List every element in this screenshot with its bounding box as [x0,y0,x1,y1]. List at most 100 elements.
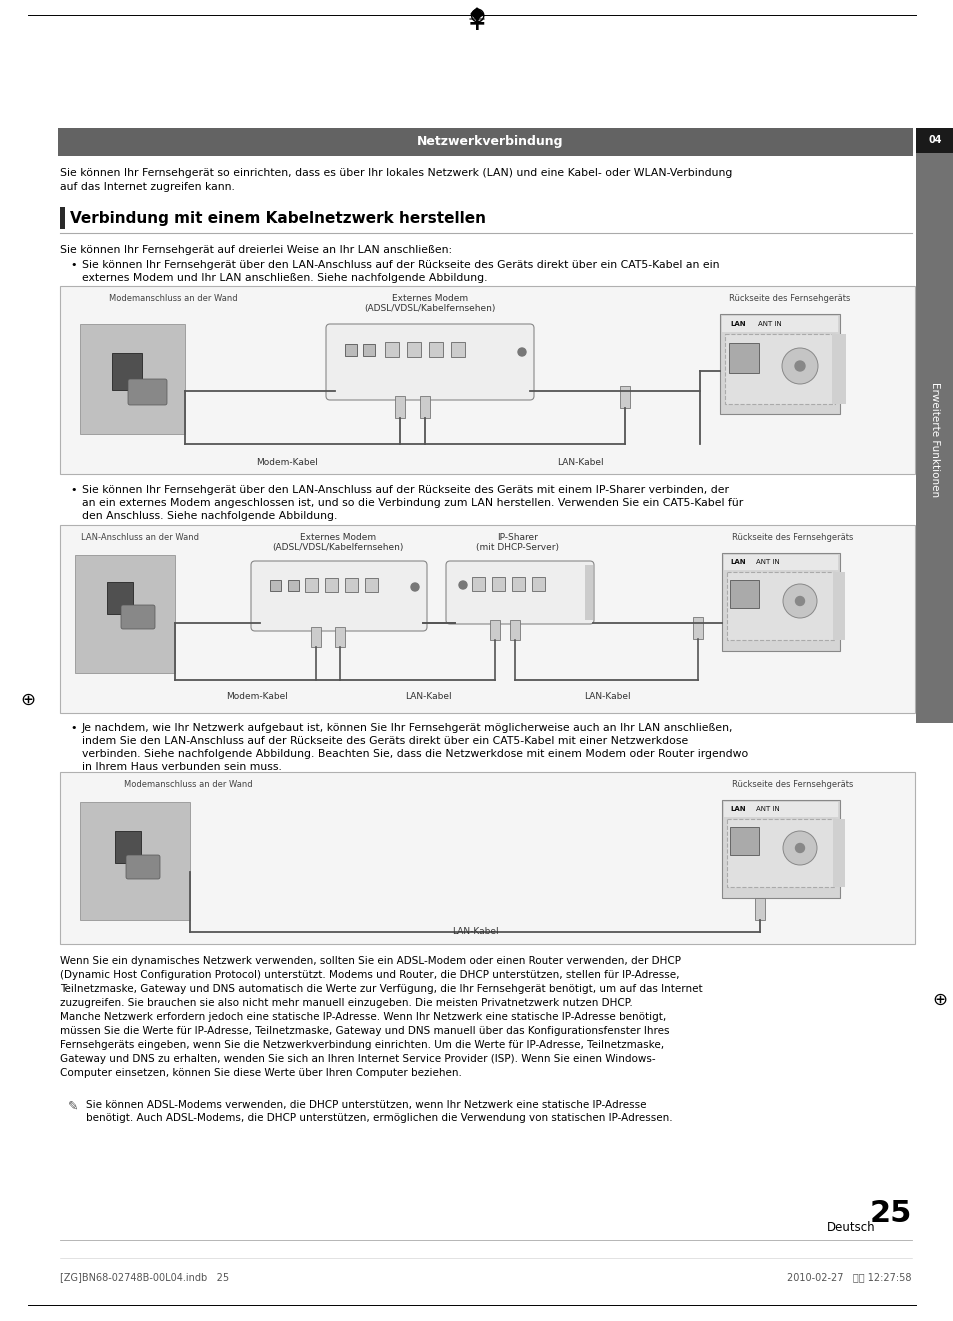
FancyBboxPatch shape [60,287,914,474]
FancyBboxPatch shape [107,583,132,614]
Text: Sie können Ihr Fernsehgerät so einrichten, dass es über Ihr lokales Netzwerk (LA: Sie können Ihr Fernsehgerät so einrichte… [60,168,732,192]
FancyBboxPatch shape [692,617,702,639]
Polygon shape [471,8,482,20]
Text: Sie können Ihr Fernsehgerät auf dreierlei Weise an Ihr LAN anschließen:: Sie können Ihr Fernsehgerät auf dreierle… [60,244,452,255]
Text: ANT IN: ANT IN [755,559,779,565]
Text: LAN-Kabel: LAN-Kabel [451,927,497,937]
Polygon shape [75,555,174,672]
Text: Wenn Sie ein dynamisches Netzwerk verwenden, sollten Sie ein ADSL-Modem oder ein: Wenn Sie ein dynamisches Netzwerk verwen… [60,956,702,1078]
FancyBboxPatch shape [512,577,524,590]
Text: ANT IN: ANT IN [758,321,781,328]
Text: Verbindung mit einem Kabelnetzwerk herstellen: Verbindung mit einem Kabelnetzwerk herst… [70,210,485,226]
Circle shape [795,844,803,852]
FancyBboxPatch shape [720,314,840,413]
Circle shape [794,361,804,371]
FancyBboxPatch shape [619,386,629,408]
FancyBboxPatch shape [325,579,337,592]
FancyBboxPatch shape [492,577,504,590]
FancyBboxPatch shape [721,553,840,651]
FancyBboxPatch shape [326,324,534,400]
Text: Sie können ADSL-Modems verwenden, die DHCP unterstützen, wenn Ihr Netzwerk eine : Sie können ADSL-Modems verwenden, die DH… [86,1100,646,1110]
Text: Modemanschluss an der Wand: Modemanschluss an der Wand [124,779,252,789]
FancyBboxPatch shape [128,379,167,406]
FancyBboxPatch shape [363,343,375,355]
Text: ⊕: ⊕ [468,5,485,25]
Circle shape [782,584,816,618]
FancyBboxPatch shape [419,396,430,417]
Text: ✎: ✎ [68,1100,78,1114]
FancyBboxPatch shape [335,627,345,647]
FancyBboxPatch shape [723,555,837,569]
FancyBboxPatch shape [429,342,442,357]
Text: externes Modem und Ihr LAN anschließen. Siehe nachfolgende Abbildung.: externes Modem und Ihr LAN anschließen. … [82,273,487,283]
FancyBboxPatch shape [345,579,357,592]
Text: verbinden. Siehe nachfolgende Abbildung. Beachten Sie, dass die Netzwerkdose mit: verbinden. Siehe nachfolgende Abbildung.… [82,749,747,760]
FancyBboxPatch shape [345,343,356,355]
Text: Externes Modem: Externes Modem [392,295,468,303]
Text: Modemanschluss an der Wand: Modemanschluss an der Wand [109,295,237,303]
Text: in Ihrem Haus verbunden sein muss.: in Ihrem Haus verbunden sein muss. [82,762,281,771]
FancyBboxPatch shape [126,855,160,878]
FancyBboxPatch shape [832,572,844,639]
Text: •: • [70,485,76,495]
Text: (ADSL/VDSL/Kabelfernsehen): (ADSL/VDSL/Kabelfernsehen) [364,304,496,313]
FancyBboxPatch shape [915,128,953,153]
FancyBboxPatch shape [728,343,759,373]
Text: 04: 04 [927,135,941,145]
FancyBboxPatch shape [251,561,427,631]
Text: Sie können Ihr Fernsehgerät über den LAN-Anschluss auf der Rückseite des Geräts : Sie können Ihr Fernsehgerät über den LAN… [82,260,719,269]
Polygon shape [80,802,190,919]
FancyBboxPatch shape [60,207,65,229]
FancyBboxPatch shape [723,802,837,816]
Text: Je nachdem, wie Ihr Netzwerk aufgebaut ist, können Sie Ihr Fernsehgerät mögliche: Je nachdem, wie Ihr Netzwerk aufgebaut i… [82,723,733,733]
FancyBboxPatch shape [451,342,464,357]
Text: Erweiterte Funktionen: Erweiterte Funktionen [929,383,939,498]
FancyBboxPatch shape [305,579,317,592]
Text: Rückseite des Fernsehgeräts: Rückseite des Fernsehgeräts [728,295,850,303]
Text: LAN-Kabel: LAN-Kabel [583,692,630,701]
Text: Modem-Kabel: Modem-Kabel [226,692,288,701]
FancyBboxPatch shape [58,128,912,156]
FancyBboxPatch shape [60,524,914,713]
Text: Sie können Ihr Fernsehgerät über den LAN-Anschluss auf der Rückseite des Geräts : Sie können Ihr Fernsehgerät über den LAN… [82,485,728,495]
FancyBboxPatch shape [729,580,759,608]
FancyBboxPatch shape [726,572,834,639]
FancyBboxPatch shape [724,334,834,404]
FancyBboxPatch shape [726,819,834,886]
Text: 25: 25 [869,1199,911,1229]
FancyBboxPatch shape [121,605,154,629]
FancyBboxPatch shape [311,627,320,647]
Text: ⊕: ⊕ [20,691,35,709]
Text: indem Sie den LAN-Anschluss auf der Rückseite des Geräts direkt über ein CAT5-Ka: indem Sie den LAN-Anschluss auf der Rück… [82,736,687,746]
Text: Externes Modem: Externes Modem [299,532,375,542]
Circle shape [781,347,817,384]
Text: Rückseite des Fernsehgeräts: Rückseite des Fernsehgeräts [732,779,853,789]
FancyBboxPatch shape [532,577,544,590]
FancyBboxPatch shape [721,316,837,332]
Circle shape [517,347,525,355]
FancyBboxPatch shape [365,579,377,592]
Text: (mit DHCP-Server): (mit DHCP-Server) [476,543,558,552]
FancyBboxPatch shape [270,580,281,590]
Text: LAN: LAN [729,806,745,812]
Text: •: • [70,723,76,733]
Text: ANT IN: ANT IN [755,806,779,812]
FancyBboxPatch shape [490,620,499,639]
FancyBboxPatch shape [407,342,420,357]
Text: ⊕: ⊕ [931,991,946,1009]
FancyBboxPatch shape [915,153,953,723]
Text: den Anschluss. Siehe nachfolgende Abbildung.: den Anschluss. Siehe nachfolgende Abbild… [82,511,337,520]
FancyBboxPatch shape [472,577,484,590]
FancyBboxPatch shape [510,620,519,639]
Polygon shape [80,324,185,435]
Text: LAN-Kabel: LAN-Kabel [404,692,451,701]
Text: +: + [467,15,486,34]
FancyBboxPatch shape [584,565,593,620]
Circle shape [795,597,803,605]
Text: benötigt. Auch ADSL-Modems, die DHCP unterstützen, ermöglichen die Verwendung vo: benötigt. Auch ADSL-Modems, die DHCP unt… [86,1114,672,1123]
Text: LAN: LAN [729,321,745,328]
FancyBboxPatch shape [385,342,398,357]
FancyBboxPatch shape [60,771,914,945]
FancyBboxPatch shape [112,353,142,390]
Text: LAN: LAN [729,559,745,565]
